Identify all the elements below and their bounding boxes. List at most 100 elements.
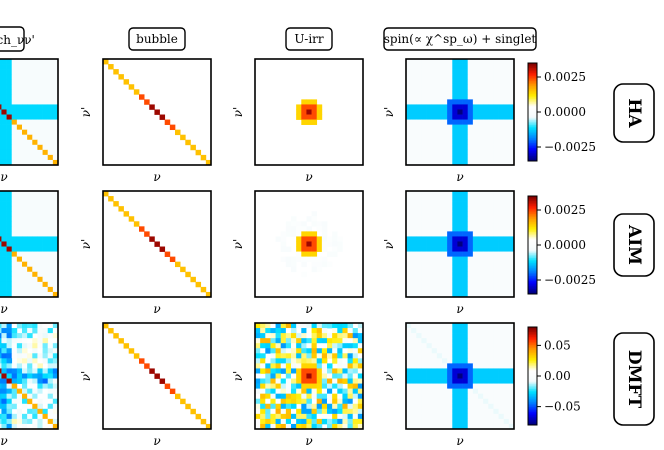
heatmap-cell: [416, 129, 422, 136]
heatmap-cell: [11, 276, 18, 283]
heatmap-cell: [27, 261, 33, 268]
heatmap-cell: [442, 338, 448, 344]
heatmap-cell: [483, 74, 489, 80]
heatmap-cell: [447, 343, 453, 349]
heatmap-cell: [452, 251, 458, 257]
heatmap-cell: [406, 99, 412, 105]
heatmap-cell: [498, 348, 505, 354]
heatmap-cell: [352, 383, 359, 389]
colorbar-segment: [528, 367, 537, 370]
heatmap-cell: [467, 378, 474, 384]
colorbar-segment: [528, 351, 537, 354]
heatmap-cell: [296, 241, 302, 247]
heatmap-cell: [27, 358, 33, 364]
heatmap-cell: [11, 64, 18, 70]
heatmap-cell: [436, 276, 443, 283]
heatmap-cell: [265, 398, 271, 405]
heatmap-cell: [11, 403, 18, 410]
heatmap-cell: [503, 94, 510, 100]
heatmap-cell: [37, 373, 43, 379]
heatmap-cell: [493, 246, 499, 252]
heatmap-cell: [431, 338, 438, 344]
heatmap-cell: [291, 261, 297, 268]
heatmap-cell: [472, 201, 479, 207]
heatmap-cell: [406, 149, 412, 156]
heatmap-cell: [22, 114, 28, 120]
heatmap-cell: [291, 413, 297, 420]
x-axis-label: ν: [153, 170, 160, 184]
heatmap-cell: [296, 226, 302, 232]
heatmap-cell: [52, 154, 59, 161]
heatmap-cell: [27, 196, 33, 202]
heatmap-cell: [436, 236, 443, 242]
heatmap-cell: [503, 69, 510, 75]
heatmap-cell: [483, 413, 489, 420]
heatmap-cell: [472, 89, 479, 95]
heatmap-cell: [508, 119, 515, 125]
heatmap-cell: [421, 368, 427, 374]
heatmap-cell: [426, 64, 433, 70]
heatmap-cell: [52, 94, 59, 100]
heatmap-cell: [472, 373, 479, 379]
heatmap-cell: [270, 413, 276, 420]
heatmap-cell: [22, 124, 28, 131]
heatmap-cell: [452, 418, 458, 425]
heatmap-cell: [442, 69, 448, 75]
heatmap-cell: [270, 408, 276, 415]
heatmap-cell: [436, 104, 443, 110]
heatmap-cell: [27, 338, 33, 344]
heatmap-cell: [472, 69, 479, 75]
heatmap-cell: [488, 159, 494, 166]
heatmap-cell: [503, 408, 510, 415]
heatmap-cell: [426, 276, 433, 283]
heatmap-cell: [411, 241, 417, 247]
heatmap-cell: [447, 74, 453, 80]
heatmap-cell: [47, 348, 54, 354]
heatmap-cell: [436, 413, 443, 420]
heatmap-cell: [488, 149, 494, 156]
heatmap-cell: [508, 348, 515, 354]
heatmap-cell: [337, 353, 343, 359]
heatmap-cell: [316, 256, 323, 263]
heatmap-cell: [431, 99, 438, 105]
heatmap-cell: [498, 393, 505, 400]
heatmap-cell: [498, 211, 505, 217]
heatmap-cell: [406, 221, 412, 227]
colorbar-segment: [528, 197, 537, 200]
heatmap-cell: [436, 159, 443, 166]
heatmap-cell: [1, 388, 7, 395]
heatmap-cell: [472, 221, 479, 227]
column-title-bubble: bubble: [136, 32, 178, 46]
heatmap-cell: [306, 418, 312, 425]
heatmap-cell: [452, 353, 458, 359]
heatmap-cell: [1, 119, 7, 125]
heatmap-cell: [452, 231, 458, 237]
heatmap-cell: [462, 159, 469, 166]
colorbar-segment: [528, 115, 537, 118]
heatmap-cell: [332, 236, 338, 242]
heatmap-cell: [0, 59, 2, 65]
heatmap-cell: [436, 398, 443, 405]
heatmap-cell: [467, 363, 474, 369]
heatmap-cell: [6, 291, 13, 298]
heatmap-cell: [255, 403, 261, 410]
heatmap-cell: [426, 388, 433, 395]
heatmap-cell: [52, 271, 59, 278]
heatmap-cell: [1, 333, 7, 339]
heatmap-cell: [327, 333, 333, 339]
heatmap-cell: [488, 338, 494, 344]
heatmap-cell: [483, 276, 489, 283]
heatmap-cell: [457, 79, 463, 85]
heatmap-cell: [431, 333, 438, 339]
heatmap-cell: [503, 388, 510, 395]
heatmap-cell: [462, 403, 469, 410]
heatmap-cell: [22, 333, 28, 339]
x-axis-label: ν: [456, 434, 463, 448]
heatmap-cell: [301, 388, 307, 395]
heatmap-cell: [426, 84, 433, 90]
heatmap-cell: [421, 114, 427, 120]
heatmap-cell: [32, 149, 38, 156]
heatmap-cell: [493, 286, 499, 293]
heatmap-cell: [347, 413, 354, 420]
heatmap-cell: [508, 363, 515, 369]
